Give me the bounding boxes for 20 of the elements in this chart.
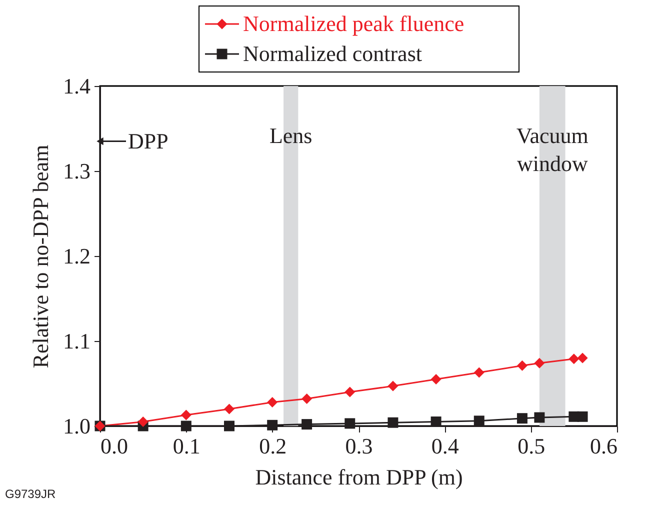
legend-label: Normalized peak fluence [243, 11, 464, 36]
x-tick-label: 0.0 [100, 434, 128, 458]
y-tick-label: 1.2 [63, 244, 90, 268]
x-tick-label: 0.5 [518, 434, 546, 458]
y-tick-label: 1.0 [63, 414, 90, 438]
x-tick-label: 0.4 [431, 434, 459, 458]
annotation: DPP [128, 128, 168, 154]
x-tick-label: 0.3 [345, 434, 373, 458]
text: G9739JR [5, 487, 56, 501]
y-tick-label: 1.1 [63, 328, 90, 354]
x-tick-label: 0.2 [259, 434, 287, 458]
band-label: Vacuum window [516, 123, 588, 176]
x-tick-label: 0.1 [172, 434, 200, 458]
x-tick-label: 0.6 [590, 434, 618, 458]
band-label: Lens [269, 123, 312, 148]
y-tick-label: 1.3 [63, 158, 90, 184]
y-tick-label: 1.4 [63, 74, 90, 98]
x-axis-title: Distance from DPP (m) [255, 464, 463, 490]
legend-label: Normalized contrast [243, 41, 422, 66]
y-axis-title: Relative to no-DPP beam [28, 144, 53, 368]
